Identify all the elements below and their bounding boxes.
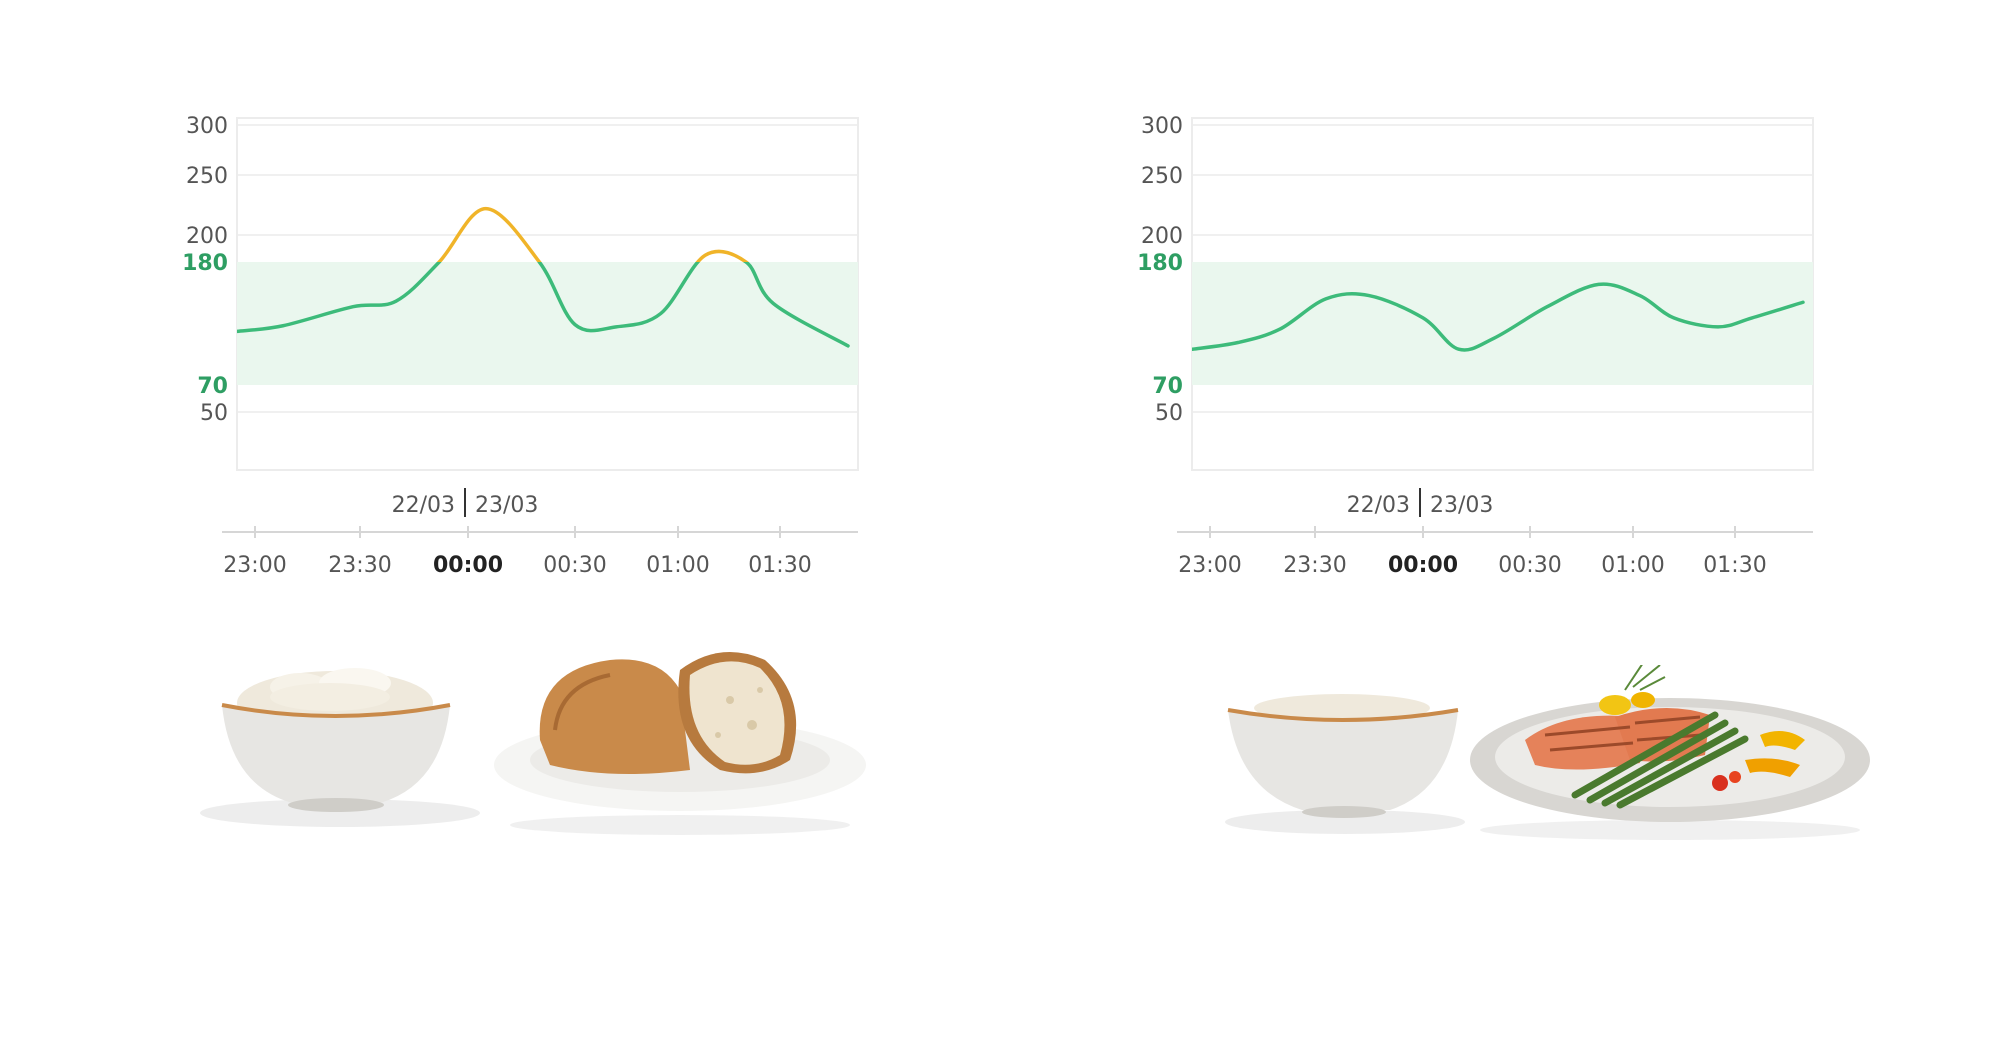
rice-bowl-image [1225, 694, 1465, 834]
date-label-left: 22/03 [1347, 493, 1410, 518]
y-tick-label: 300 [186, 114, 228, 139]
bread-plate-image [494, 652, 866, 835]
y-tick-label: 200 [1141, 224, 1183, 249]
y-tick-label: 200 [186, 224, 228, 249]
x-tick-label: 00:00 [1388, 553, 1458, 578]
x-tick-label: 00:30 [543, 553, 606, 578]
y-tick-label: 70 [1152, 374, 1183, 399]
glucose-line-in-range [237, 262, 850, 348]
x-tick-label: 23:00 [223, 553, 286, 578]
chart-panel-right: 300 250 200 180 70 50 22/03 23/03 23:00 23:30 00:0… [955, 0, 1955, 1050]
date-label-left: 22/03 [392, 493, 455, 518]
glucose-line-high [436, 206, 749, 262]
target-range-band [237, 262, 858, 385]
y-tick-label: 180 [1137, 251, 1183, 276]
x-tick-label: 23:00 [1178, 553, 1241, 578]
x-tick-label: 23:30 [1283, 553, 1346, 578]
date-label-right: 23/03 [475, 493, 538, 518]
x-tick-label: 01:30 [1703, 553, 1766, 578]
salmon-plate-image [1470, 665, 1870, 840]
x-tick-label: 23:30 [328, 553, 391, 578]
y-tick-label: 70 [197, 374, 228, 399]
x-tick-label: 01:00 [646, 553, 709, 578]
x-tick-label: 01:30 [748, 553, 811, 578]
date-label-right: 23/03 [1430, 493, 1493, 518]
y-tick-label: 180 [182, 251, 228, 276]
chart-panel-left: 300 250 200 180 70 50 22/03 23/03 23:00 23:30 00:0… [182, 114, 866, 835]
y-tick-label: 250 [186, 164, 228, 189]
rice-bowl-image [200, 668, 480, 827]
y-tick-label: 300 [1141, 114, 1183, 139]
x-tick-label: 00:30 [1498, 553, 1561, 578]
glucose-line-in-range [1192, 282, 1805, 352]
y-tick-label: 50 [1155, 401, 1183, 426]
x-tick-label: 00:00 [433, 553, 503, 578]
target-range-band [1192, 262, 1813, 385]
x-tick-label: 01:00 [1601, 553, 1664, 578]
y-tick-label: 50 [200, 401, 228, 426]
y-tick-label: 250 [1141, 164, 1183, 189]
